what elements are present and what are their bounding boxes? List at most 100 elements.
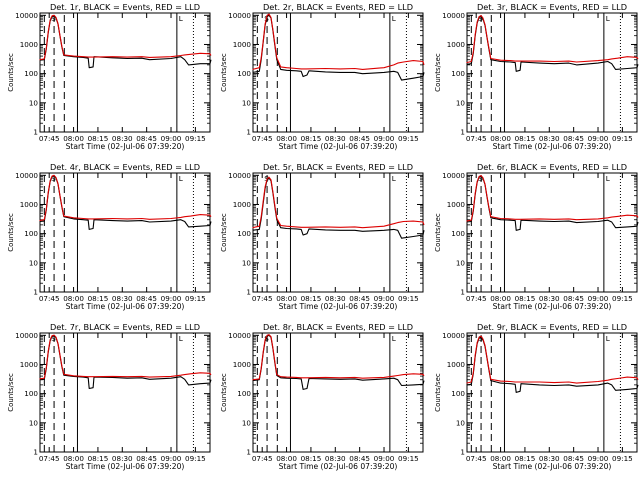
x-tick-label: 08:45 bbox=[349, 294, 370, 303]
y-tick-label: 10000 bbox=[442, 171, 465, 180]
x-tick-label: 08:45 bbox=[136, 454, 157, 463]
x-tick-label: 08:15 bbox=[88, 454, 109, 463]
events-series-line bbox=[466, 336, 639, 393]
detector-panel: Det. 8r, BLACK = Events, RED = LLD 1 10 100… bbox=[220, 322, 425, 471]
detector-panel: Det. 2r, BLACK = Events, RED = LLD 1 10 100… bbox=[220, 2, 425, 151]
x-tick-label: 08:30 bbox=[112, 454, 133, 463]
y-axis-label: Counts/sec bbox=[434, 373, 442, 412]
y-tick-label: 1000 bbox=[20, 40, 39, 49]
y-axis-label: Counts/sec bbox=[7, 53, 15, 92]
marker-letter: L bbox=[606, 174, 610, 183]
marker-letter: S bbox=[51, 174, 56, 183]
y-tick-label: 1000 bbox=[233, 200, 252, 209]
detector-panel: Det. 9r, BLACK = Events, RED = LLD 1 10 100… bbox=[434, 322, 639, 471]
y-tick-label: 10000 bbox=[228, 331, 251, 340]
x-tick-label: 08:45 bbox=[349, 134, 370, 143]
marker-letter: L bbox=[606, 334, 610, 343]
marker-letter: S bbox=[478, 14, 483, 23]
x-tick-label: 09:00 bbox=[374, 294, 395, 303]
lld-series-line bbox=[466, 15, 639, 64]
x-tick-label: 07:45 bbox=[39, 134, 60, 143]
plot-frame bbox=[39, 332, 211, 453]
x-axis-label: Start Time (02-Jul-06 07:39:20) bbox=[493, 462, 612, 471]
x-tick-label: 08:30 bbox=[539, 134, 560, 143]
x-axis-label: Start Time (02-Jul-06 07:39:20) bbox=[279, 462, 398, 471]
x-tick-label: 08:00 bbox=[490, 134, 511, 143]
y-tick-label: 100 bbox=[24, 69, 38, 78]
marker-letter: L bbox=[606, 14, 610, 23]
x-tick-label: 07:45 bbox=[466, 134, 487, 143]
plot-frame bbox=[466, 12, 638, 133]
marker-letter: L bbox=[392, 334, 396, 343]
events-series-line bbox=[466, 175, 639, 231]
x-tick-label: 08:45 bbox=[563, 294, 584, 303]
y-tick-label: 1000 bbox=[20, 360, 39, 369]
x-tick-label: 07:45 bbox=[466, 294, 487, 303]
panel-title: Det. 3r, BLACK = Events, RED = LLD bbox=[477, 2, 627, 12]
x-tick-label: 08:00 bbox=[63, 454, 84, 463]
y-tick-label: 10 bbox=[456, 258, 466, 267]
y-axis-label: Counts/sec bbox=[220, 213, 228, 252]
x-tick-label: 09:15 bbox=[612, 134, 633, 143]
x-axis-label: Start Time (02-Jul-06 07:39:20) bbox=[493, 142, 612, 151]
x-tick-label: 08:15 bbox=[301, 134, 322, 143]
panel-title: Det. 9r, BLACK = Events, RED = LLD bbox=[477, 322, 627, 332]
x-tick-label: 09:15 bbox=[398, 454, 419, 463]
y-tick-label: 1 bbox=[460, 288, 465, 297]
x-tick-label: 08:15 bbox=[88, 294, 109, 303]
x-tick-label: 08:45 bbox=[136, 134, 157, 143]
panel-title: Det. 1r, BLACK = Events, RED = LLD bbox=[50, 2, 200, 12]
plot-frame bbox=[466, 172, 638, 293]
detector-panel: Det. 6r, BLACK = Events, RED = LLD 1 10 100… bbox=[434, 162, 639, 311]
detector-panel: Det. 3r, BLACK = Events, RED = LLD 1 10 100… bbox=[434, 2, 639, 151]
y-tick-label: 10000 bbox=[15, 11, 38, 20]
x-tick-label: 07:45 bbox=[39, 294, 60, 303]
plot-frame bbox=[39, 172, 211, 293]
plot-frame bbox=[252, 172, 424, 293]
y-tick-label: 10 bbox=[456, 98, 466, 107]
x-tick-label: 09:00 bbox=[161, 454, 182, 463]
x-tick-label: 08:30 bbox=[112, 294, 133, 303]
x-tick-label: 08:00 bbox=[276, 454, 297, 463]
y-tick-label: 10000 bbox=[442, 11, 465, 20]
plot-frame bbox=[466, 332, 638, 453]
y-tick-label: 1 bbox=[33, 128, 38, 137]
detector-panel: Det. 1r, BLACK = Events, RED = LLD 1 10 100… bbox=[7, 2, 212, 151]
lld-series-line bbox=[466, 175, 639, 222]
plot-frame bbox=[252, 332, 424, 453]
events-series-line bbox=[39, 175, 212, 230]
x-tick-label: 08:45 bbox=[136, 294, 157, 303]
x-tick-label: 08:15 bbox=[515, 134, 536, 143]
y-tick-label: 1000 bbox=[447, 360, 466, 369]
x-tick-label: 09:15 bbox=[398, 294, 419, 303]
y-tick-label: 10000 bbox=[442, 331, 465, 340]
x-tick-label: 08:30 bbox=[325, 294, 346, 303]
x-tick-label: 08:00 bbox=[490, 454, 511, 463]
x-tick-label: 08:45 bbox=[349, 454, 370, 463]
marker-letter: S bbox=[51, 334, 56, 343]
x-tick-label: 08:00 bbox=[63, 294, 84, 303]
lld-series-line bbox=[252, 176, 425, 229]
y-tick-label: 100 bbox=[237, 389, 251, 398]
events-series-line bbox=[39, 15, 212, 69]
x-tick-label: 09:15 bbox=[185, 294, 206, 303]
y-tick-label: 1 bbox=[246, 288, 251, 297]
x-tick-label: 09:15 bbox=[612, 454, 633, 463]
y-tick-label: 10 bbox=[29, 418, 39, 427]
y-tick-label: 10000 bbox=[228, 11, 251, 20]
x-tick-label: 09:00 bbox=[588, 454, 609, 463]
y-axis-label: Counts/sec bbox=[7, 213, 15, 252]
x-tick-label: 07:45 bbox=[252, 454, 273, 463]
y-tick-label: 10 bbox=[29, 98, 39, 107]
x-tick-label: 08:00 bbox=[490, 294, 511, 303]
lld-series-line bbox=[39, 14, 212, 61]
y-tick-label: 100 bbox=[451, 69, 465, 78]
x-tick-label: 07:45 bbox=[466, 454, 487, 463]
y-tick-label: 10 bbox=[242, 258, 252, 267]
y-tick-label: 1 bbox=[460, 128, 465, 137]
y-tick-label: 100 bbox=[451, 229, 465, 238]
x-axis-label: Start Time (02-Jul-06 07:39:20) bbox=[66, 302, 185, 311]
y-axis-label: Counts/sec bbox=[220, 53, 228, 92]
x-tick-label: 08:45 bbox=[563, 454, 584, 463]
